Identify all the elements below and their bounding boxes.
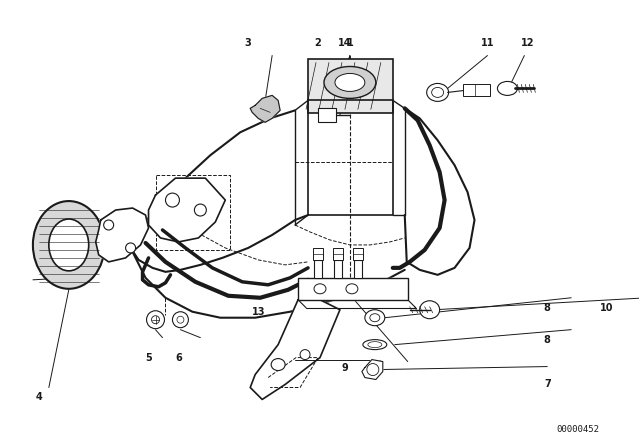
Ellipse shape bbox=[300, 349, 310, 360]
Text: 11: 11 bbox=[481, 38, 494, 47]
Text: 2: 2 bbox=[315, 38, 321, 47]
Ellipse shape bbox=[177, 316, 184, 323]
Ellipse shape bbox=[365, 310, 385, 326]
Text: 7: 7 bbox=[544, 379, 550, 388]
Ellipse shape bbox=[152, 316, 159, 324]
Polygon shape bbox=[362, 360, 383, 379]
Bar bbox=[353, 248, 363, 260]
Bar bbox=[308, 59, 393, 113]
Bar bbox=[333, 248, 343, 260]
Text: 6: 6 bbox=[175, 353, 182, 362]
Bar bbox=[314, 260, 322, 278]
Text: 4: 4 bbox=[35, 392, 42, 402]
Ellipse shape bbox=[314, 284, 326, 294]
Polygon shape bbox=[250, 300, 340, 400]
Ellipse shape bbox=[431, 87, 444, 97]
Ellipse shape bbox=[271, 358, 285, 370]
Text: 8: 8 bbox=[544, 303, 551, 313]
Ellipse shape bbox=[125, 243, 136, 253]
Ellipse shape bbox=[49, 219, 89, 271]
Bar bbox=[334, 260, 342, 278]
Text: 13: 13 bbox=[252, 307, 265, 317]
Ellipse shape bbox=[195, 204, 206, 216]
Text: 10: 10 bbox=[600, 303, 614, 313]
Text: 00000452: 00000452 bbox=[556, 425, 599, 434]
Text: 12: 12 bbox=[520, 38, 534, 47]
Ellipse shape bbox=[33, 201, 105, 289]
Text: 14: 14 bbox=[338, 38, 351, 47]
Ellipse shape bbox=[324, 66, 376, 99]
Ellipse shape bbox=[427, 83, 449, 101]
Ellipse shape bbox=[172, 312, 188, 327]
Text: 5: 5 bbox=[145, 353, 152, 362]
Polygon shape bbox=[148, 178, 225, 242]
Bar bbox=[463, 84, 490, 96]
Ellipse shape bbox=[497, 82, 517, 95]
Bar bbox=[354, 260, 362, 278]
Bar bbox=[313, 248, 323, 260]
Text: 3: 3 bbox=[245, 38, 252, 47]
Bar bbox=[318, 108, 336, 122]
Ellipse shape bbox=[335, 73, 365, 91]
Ellipse shape bbox=[166, 193, 179, 207]
Bar bbox=[298, 278, 408, 300]
Polygon shape bbox=[308, 100, 393, 215]
Ellipse shape bbox=[346, 284, 358, 294]
Ellipse shape bbox=[104, 220, 114, 230]
Text: 8: 8 bbox=[544, 335, 551, 345]
Text: 1: 1 bbox=[346, 38, 353, 47]
Polygon shape bbox=[96, 208, 148, 262]
Text: 9: 9 bbox=[342, 362, 348, 373]
Ellipse shape bbox=[363, 340, 387, 349]
Polygon shape bbox=[298, 278, 408, 300]
Ellipse shape bbox=[420, 301, 440, 319]
Polygon shape bbox=[250, 95, 280, 122]
Ellipse shape bbox=[367, 364, 379, 375]
Ellipse shape bbox=[368, 342, 382, 348]
Ellipse shape bbox=[370, 314, 380, 322]
Ellipse shape bbox=[147, 311, 164, 329]
